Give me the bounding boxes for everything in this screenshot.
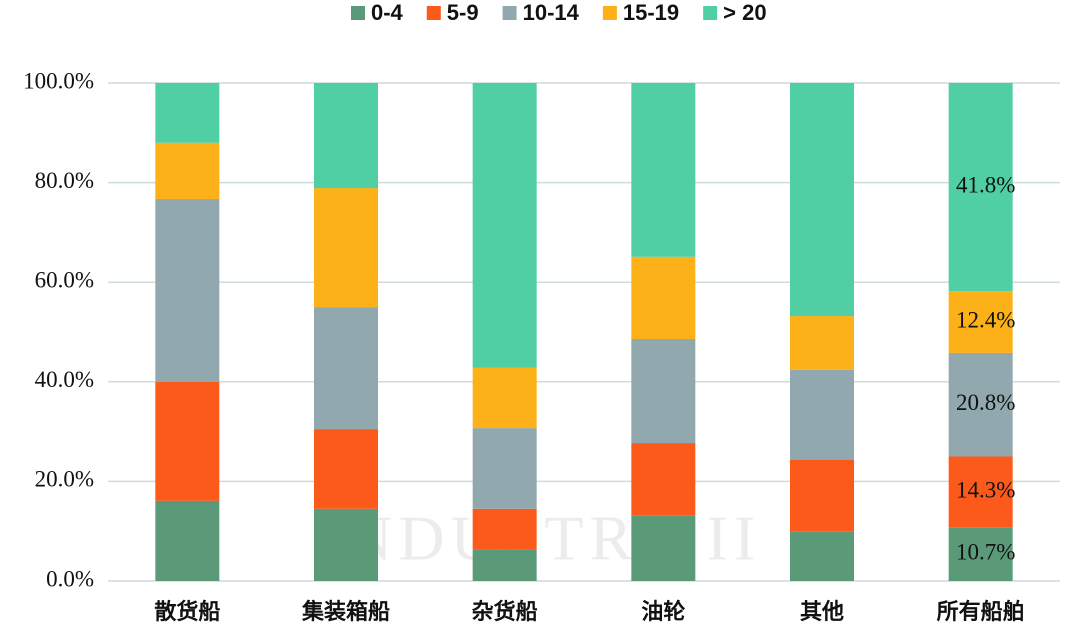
legend-swatch	[703, 6, 718, 20]
bar-segment	[472, 367, 537, 429]
bar-segment	[155, 381, 220, 501]
bar-segment	[631, 443, 696, 516]
bar-segment	[790, 459, 854, 532]
bar-segment	[790, 83, 854, 317]
value-label: 12.4%	[956, 307, 1015, 332]
bar-segment	[948, 456, 1013, 528]
bar-segment	[314, 508, 378, 581]
x-tick-label: 杂货船	[472, 599, 538, 625]
y-tick-label: 40.0%	[35, 367, 94, 392]
legend-label: 15-19	[623, 0, 679, 25]
y-tick-label: 20.0%	[35, 467, 94, 492]
bar-segment	[948, 352, 1013, 457]
y-tick-label: 60.0%	[35, 267, 94, 292]
legend-label: 5-9	[447, 0, 479, 25]
y-tick-label: 0.0%	[46, 566, 94, 591]
bar-segment	[948, 527, 1013, 581]
bar-segment	[631, 83, 696, 257]
value-label: 14.3%	[956, 477, 1015, 502]
x-tick-label: 油轮	[641, 599, 685, 625]
x-tick-label: 散货船	[154, 599, 220, 625]
bar-segment	[155, 199, 220, 382]
bar-segment	[155, 83, 220, 143]
legend-swatch	[602, 6, 617, 20]
x-tick-label: 其他	[800, 600, 844, 625]
legend-label: 10-14	[523, 0, 580, 25]
legend-swatch	[426, 6, 441, 20]
bar-segment	[790, 369, 854, 460]
legend-label: 0-4	[371, 0, 404, 25]
bar-segment	[314, 429, 378, 509]
bar-segment	[472, 83, 537, 368]
bar-segment	[314, 83, 378, 189]
legend-swatch	[502, 6, 517, 20]
value-label: 20.8%	[956, 390, 1015, 415]
bar-segment	[948, 291, 1013, 353]
bar-segment	[472, 428, 537, 509]
bar-segment	[948, 83, 1013, 292]
value-label: 10.7%	[956, 540, 1015, 565]
x-tick-label: 集装箱船	[301, 599, 390, 625]
bar-segment	[472, 549, 537, 581]
bar-segment	[790, 531, 854, 581]
y-tick-label: 100.0%	[23, 68, 94, 93]
value-label: 41.8%	[956, 172, 1015, 197]
bar-segment	[790, 316, 854, 370]
bar-segment	[631, 338, 696, 444]
bar-segment	[155, 142, 220, 200]
bar-segment	[314, 307, 378, 430]
legend-label: > 20	[723, 0, 766, 25]
bar-segment	[631, 515, 696, 581]
legend-swatch	[351, 6, 365, 20]
x-tick-label: 所有船舶	[937, 599, 1025, 625]
y-tick-label: 80.0%	[35, 168, 94, 193]
bar-segment	[472, 508, 537, 550]
bar-segment	[631, 256, 696, 339]
bar-segment	[314, 188, 378, 308]
bar-segment	[155, 500, 220, 581]
